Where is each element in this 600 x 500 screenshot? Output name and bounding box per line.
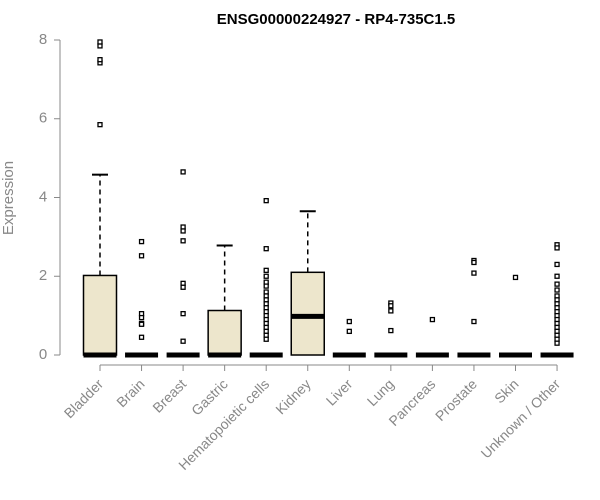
y-axis-label: Expression xyxy=(0,161,17,235)
x-tick-label: Prostate xyxy=(432,376,480,424)
box-skin xyxy=(499,274,532,358)
outlier-point xyxy=(388,327,394,334)
outlier-point xyxy=(388,303,394,309)
x-tick-label: Breast xyxy=(149,376,189,416)
outlier-point xyxy=(138,321,145,327)
outlier-point xyxy=(471,259,477,266)
outlier-point xyxy=(97,57,103,63)
x-tick-label: Skin xyxy=(491,376,522,407)
outlier-point xyxy=(471,318,477,325)
box-prostate xyxy=(457,257,491,358)
box-pancreas xyxy=(415,316,449,358)
outlier-point xyxy=(471,270,477,276)
x-tick-label: Bladder xyxy=(61,376,107,422)
x-tick-label: Unknown / Other xyxy=(478,376,564,462)
y-tick-label: 2 xyxy=(39,267,47,284)
outlier-point xyxy=(263,197,269,204)
outlier-point xyxy=(263,336,269,342)
outlier-point xyxy=(180,284,186,290)
box-iqr xyxy=(290,271,325,356)
outlier-point xyxy=(263,267,269,273)
outlier-point xyxy=(554,273,560,279)
x-tick-label: Kidney xyxy=(272,376,314,418)
outlier-point xyxy=(97,122,103,128)
y-axis: 0 2 4 6 8 xyxy=(39,31,61,363)
outlier-point xyxy=(429,316,436,323)
box-bladder xyxy=(82,39,118,358)
plot-area xyxy=(82,39,574,358)
box-brain xyxy=(125,238,159,358)
outlier-point xyxy=(263,283,269,289)
outlier-point xyxy=(388,308,394,314)
y-tick-label: 6 xyxy=(39,110,47,127)
outlier-point xyxy=(346,318,352,325)
x-tick-label: Liver xyxy=(323,376,356,409)
outlier-point xyxy=(180,338,186,344)
x-tick-label: Lung xyxy=(364,376,397,409)
outlier-point xyxy=(346,328,352,335)
outlier-point xyxy=(180,238,186,244)
outlier-point xyxy=(180,311,186,317)
box-breast xyxy=(166,169,200,358)
outlier-point xyxy=(138,334,145,340)
box-gastric xyxy=(207,244,242,358)
outlier-point xyxy=(138,253,145,259)
box-iqr xyxy=(82,274,118,356)
outlier-point xyxy=(554,281,560,287)
outlier-point xyxy=(263,273,269,279)
outlier-point xyxy=(512,274,519,281)
y-tick-label: 4 xyxy=(39,188,47,205)
outlier-point xyxy=(138,238,145,245)
y-tick-label: 0 xyxy=(39,346,47,363)
outlier-point xyxy=(138,314,145,321)
box-lung xyxy=(374,300,408,358)
box-hematopoietic-cells xyxy=(249,197,283,358)
outlier-point xyxy=(180,169,186,175)
outlier-point xyxy=(554,340,560,346)
outlier-point xyxy=(97,39,103,45)
outlier-point xyxy=(554,245,560,251)
outlier-point xyxy=(180,228,186,234)
box-unknown-other xyxy=(540,242,574,358)
outlier-point xyxy=(554,287,560,293)
outlier-point xyxy=(554,261,560,268)
y-tick-label: 8 xyxy=(39,31,47,48)
box-kidney xyxy=(290,210,325,356)
box-liver xyxy=(332,318,366,358)
outlier-point xyxy=(263,246,269,252)
x-tick-label: Brain xyxy=(113,376,147,410)
chart-title: ENSG00000224927 - RP4-735C1.5 xyxy=(217,11,456,28)
box-iqr xyxy=(207,309,242,356)
